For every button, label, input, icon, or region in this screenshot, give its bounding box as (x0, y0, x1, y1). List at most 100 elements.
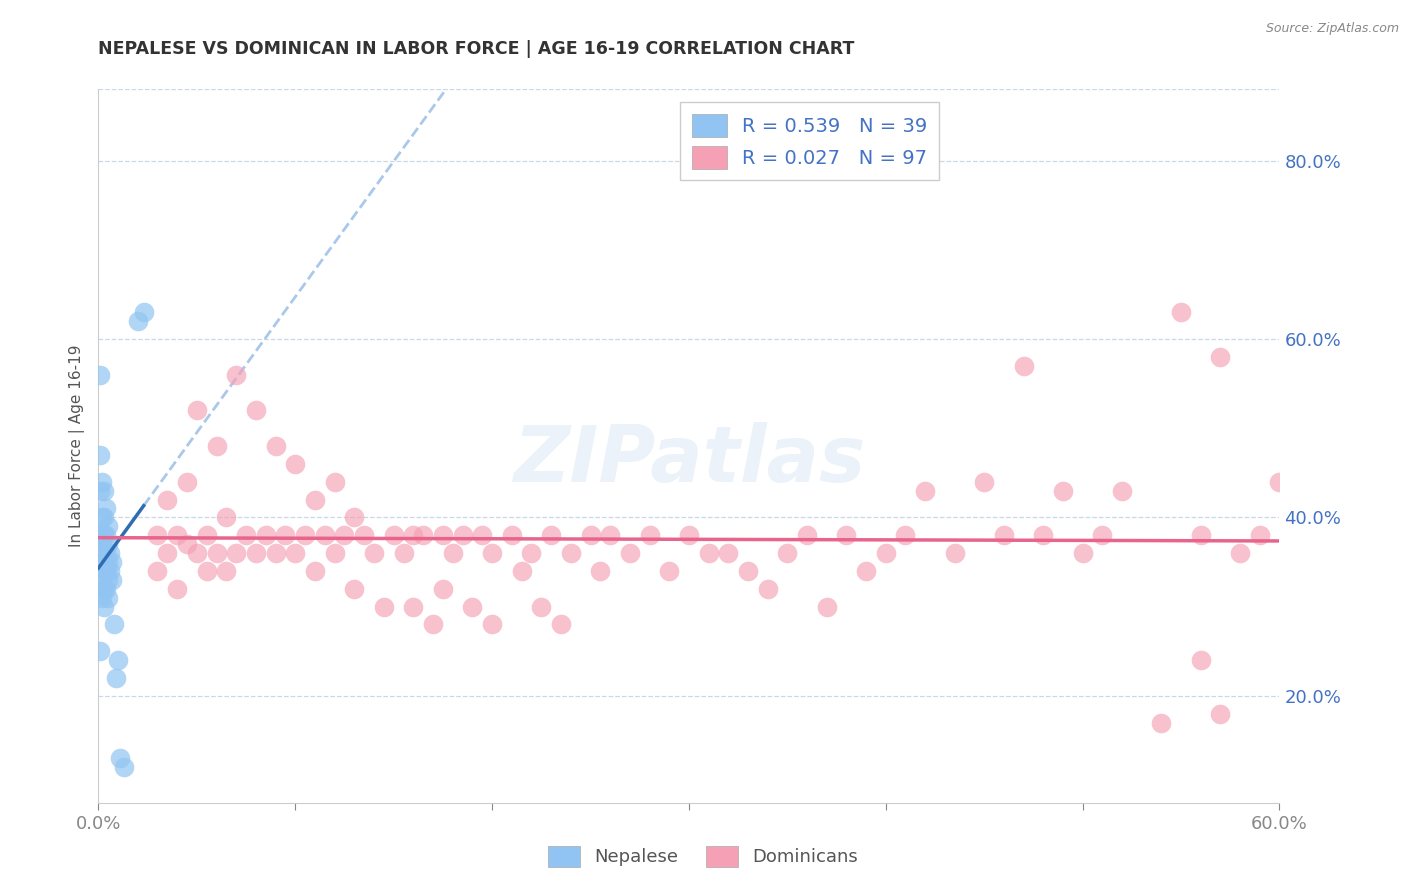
Point (264, 439, 287, 453)
Point (112, 760, 135, 774)
Point (96, 582, 118, 596)
Point (1249, 528, 1271, 542)
Point (1032, 528, 1054, 542)
Point (93, 528, 115, 542)
Point (89, 483, 111, 498)
Point (195, 564, 218, 578)
Point (146, 564, 169, 578)
Point (510, 564, 533, 578)
Point (101, 555, 124, 569)
Point (943, 546, 966, 560)
Point (1071, 546, 1094, 560)
Point (166, 582, 188, 596)
Point (91, 573, 114, 587)
Point (599, 528, 621, 542)
Point (245, 546, 267, 560)
Point (101, 573, 124, 587)
Point (284, 457, 307, 471)
Point (245, 403, 267, 417)
Point (776, 546, 799, 560)
Point (156, 492, 179, 507)
Point (91, 555, 114, 569)
Point (1091, 528, 1114, 542)
Point (993, 528, 1015, 542)
Point (796, 528, 818, 542)
Point (96, 501, 118, 516)
Point (894, 528, 917, 542)
Legend: R = 0.539   N = 39, R = 0.027   N = 97: R = 0.539 N = 39, R = 0.027 N = 97 (681, 103, 939, 180)
Text: ZIPatlas: ZIPatlas (513, 422, 865, 499)
Point (1209, 350, 1232, 364)
Point (1189, 653, 1212, 667)
Point (284, 546, 307, 560)
Point (560, 546, 582, 560)
Point (89, 368, 111, 382)
Point (461, 599, 484, 614)
Point (304, 492, 326, 507)
Point (96, 528, 118, 542)
Point (97, 555, 120, 569)
Point (186, 403, 208, 417)
Point (481, 617, 503, 632)
Point (176, 537, 198, 551)
Point (91, 537, 114, 551)
Point (97, 573, 120, 587)
Point (756, 582, 779, 596)
Y-axis label: In Labor Force | Age 16-19: In Labor Force | Age 16-19 (69, 344, 84, 548)
Point (103, 617, 125, 632)
Point (382, 528, 405, 542)
Point (717, 546, 740, 560)
Point (343, 510, 366, 524)
Point (1268, 475, 1291, 489)
Point (96, 564, 118, 578)
Point (412, 528, 434, 542)
Point (481, 546, 503, 560)
Point (1150, 715, 1173, 730)
Point (195, 528, 218, 542)
Point (451, 528, 474, 542)
Point (579, 528, 602, 542)
Point (323, 475, 346, 489)
Point (697, 546, 720, 560)
Point (1189, 528, 1212, 542)
Point (91, 591, 114, 605)
Point (98, 546, 121, 560)
Point (638, 528, 661, 542)
Point (97, 537, 120, 551)
Point (737, 564, 759, 578)
Point (89, 644, 111, 658)
Point (589, 564, 612, 578)
Point (432, 582, 454, 596)
Point (93, 599, 115, 614)
Point (343, 582, 366, 596)
Point (132, 305, 155, 319)
Point (215, 510, 238, 524)
Point (1012, 359, 1035, 373)
Point (205, 546, 228, 560)
Point (146, 528, 169, 542)
Point (658, 564, 681, 578)
Point (93, 582, 115, 596)
Point (274, 528, 297, 542)
Point (166, 528, 188, 542)
Point (91, 510, 114, 524)
Point (402, 599, 425, 614)
Legend: Nepalese, Dominicans: Nepalese, Dominicans (540, 838, 866, 874)
Point (215, 564, 238, 578)
Point (107, 653, 129, 667)
Point (254, 528, 277, 542)
Point (97, 519, 120, 533)
Point (235, 528, 257, 542)
Point (530, 599, 553, 614)
Point (441, 546, 464, 560)
Point (108, 751, 131, 765)
Point (93, 546, 115, 560)
Point (294, 528, 316, 542)
Point (93, 483, 115, 498)
Point (501, 528, 523, 542)
Point (373, 599, 395, 614)
Point (1209, 706, 1232, 721)
Point (1229, 546, 1251, 560)
Point (1170, 305, 1192, 319)
Point (98, 564, 121, 578)
